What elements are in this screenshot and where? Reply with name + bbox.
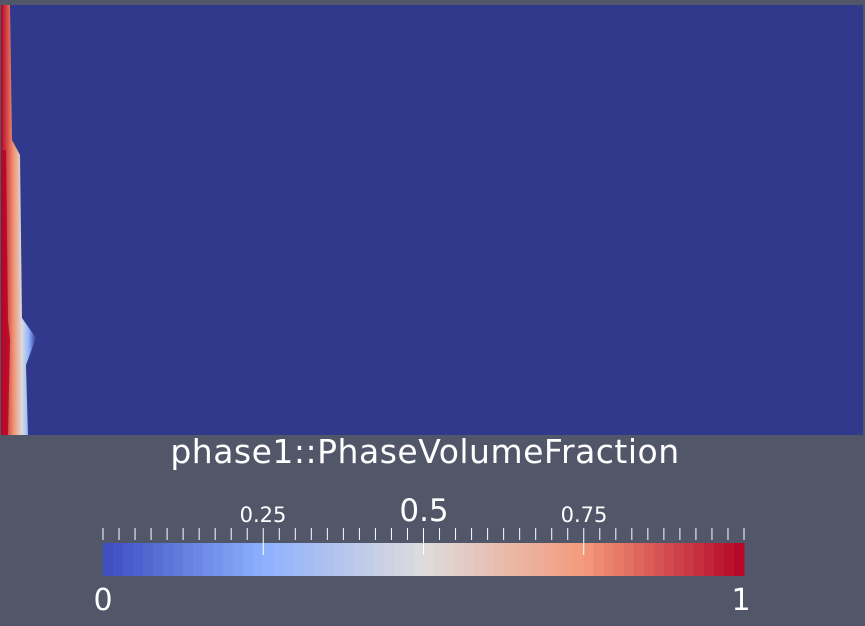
colorbar-segment — [453, 543, 465, 576]
colorbar-segment — [513, 543, 525, 576]
colorbar-segment — [693, 543, 705, 576]
colorbar-segment — [683, 543, 695, 576]
colorbar-title: phase1::PhaseVolumeFraction — [170, 432, 680, 471]
colorbar-segment — [393, 543, 405, 576]
colorbar-segment — [193, 543, 204, 576]
colorbar-segment — [123, 543, 134, 576]
colorbar-segment — [293, 543, 304, 576]
colorbar-tick-label-0.25: 0.25 — [239, 503, 287, 527]
colorbar-segment — [563, 543, 575, 576]
colorbar-segment — [723, 543, 735, 576]
colorbar-segment — [623, 543, 635, 576]
colorbar-segment — [223, 543, 234, 576]
colorbar-segment — [703, 543, 715, 576]
colorbar-segment — [713, 543, 725, 576]
colorbar — [103, 543, 745, 576]
colorbar-segment — [153, 543, 164, 576]
colorbar-segment — [133, 543, 144, 576]
colorbar-segment — [283, 543, 294, 576]
colorbar-segment — [113, 543, 124, 576]
colorbar-segment — [173, 543, 184, 576]
colorbar-segment — [243, 543, 254, 576]
colorbar-segment — [343, 543, 354, 576]
colorbar-segment — [333, 543, 344, 576]
colorbar-segment — [483, 543, 495, 576]
colorbar-segment — [533, 543, 545, 576]
colorbar-segment — [423, 543, 435, 576]
colorbar-segment — [263, 543, 274, 576]
colorbar-segment — [273, 543, 284, 576]
colorbar-segment — [103, 543, 114, 576]
colorbar-segment — [523, 543, 535, 576]
colorbar-segment — [373, 543, 385, 576]
phase-interface — [1, 5, 36, 435]
colorbar-segment — [633, 543, 645, 576]
colorbar-min-label: 0 — [93, 583, 113, 618]
colorbar-segment — [323, 543, 334, 576]
colorbar-segment — [543, 543, 555, 576]
colorbar-segment — [673, 543, 685, 576]
colorbar-ticks — [102, 528, 745, 555]
colorbar-segment — [663, 543, 675, 576]
colorbar-segment — [653, 543, 665, 576]
colorbar-segment — [183, 543, 194, 576]
colorbar-segment — [593, 543, 605, 576]
colorbar-tick-label-0.75: 0.75 — [560, 503, 608, 527]
colorbar-segment — [313, 543, 324, 576]
colorbar-segment — [253, 543, 264, 576]
colorbar-segment — [443, 543, 455, 576]
colorbar-segment — [573, 543, 585, 576]
colorbar-segment — [203, 543, 214, 576]
colorbar-segment — [473, 543, 485, 576]
colorbar-segment — [213, 543, 224, 576]
colorbar-segment — [643, 543, 655, 576]
colorbar-segment — [583, 543, 595, 576]
colorbar-segment — [143, 543, 154, 576]
colorbar-segment — [503, 543, 515, 576]
colorbar-segment — [463, 543, 475, 576]
colorbar-segment — [413, 543, 425, 576]
colorbar-segment — [163, 543, 174, 576]
colorbar-segment — [493, 543, 505, 576]
colorbar-segment — [383, 543, 395, 576]
colorbar-segment — [613, 543, 625, 576]
colorbar-segment — [433, 543, 445, 576]
colorbar-tick-label-0.5: 0.5 — [399, 493, 449, 529]
colorbar-segment — [733, 543, 745, 576]
colorbar-segment — [403, 543, 415, 576]
colorbar-segment — [553, 543, 565, 576]
colorbar-max-label: 1 — [731, 583, 751, 618]
domain-region — [1, 5, 863, 435]
colorbar-segment — [603, 543, 615, 576]
colorbar-segment — [233, 543, 244, 576]
phase-core — [1, 150, 10, 435]
colorbar-segment — [363, 543, 375, 576]
colorbar-segment — [303, 543, 314, 576]
colorbar-segment — [353, 543, 365, 576]
